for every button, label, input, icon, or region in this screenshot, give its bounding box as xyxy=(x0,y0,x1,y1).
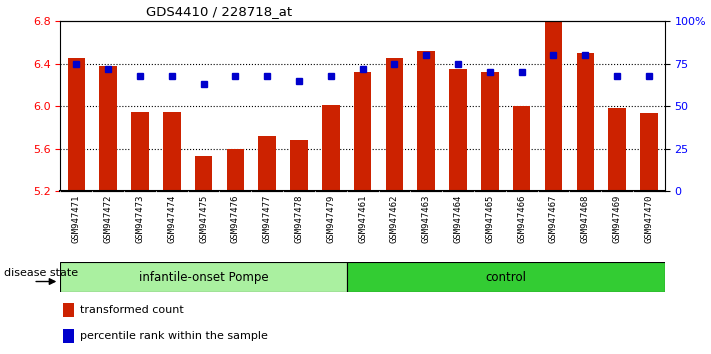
Text: GSM947472: GSM947472 xyxy=(104,195,112,243)
Bar xyxy=(195,156,213,191)
Text: GSM947470: GSM947470 xyxy=(644,195,653,243)
Bar xyxy=(290,140,308,191)
Text: GSM947479: GSM947479 xyxy=(326,195,336,243)
Text: GDS4410 / 228718_at: GDS4410 / 228718_at xyxy=(146,5,292,18)
Bar xyxy=(417,51,435,191)
Text: GSM947466: GSM947466 xyxy=(517,195,526,243)
Bar xyxy=(545,21,562,191)
Bar xyxy=(322,105,340,191)
Bar xyxy=(640,113,658,191)
Text: GSM947462: GSM947462 xyxy=(390,195,399,243)
Text: transformed count: transformed count xyxy=(80,305,183,315)
Text: GSM947474: GSM947474 xyxy=(167,195,176,243)
Bar xyxy=(354,72,371,191)
Text: GSM947468: GSM947468 xyxy=(581,195,589,243)
Bar xyxy=(347,262,665,292)
Text: infantile-onset Pompe: infantile-onset Pompe xyxy=(139,270,268,284)
Text: GSM947469: GSM947469 xyxy=(613,195,621,243)
Bar xyxy=(63,303,75,317)
Bar xyxy=(513,106,530,191)
Text: GSM947467: GSM947467 xyxy=(549,195,558,243)
Bar xyxy=(449,69,467,191)
Bar xyxy=(385,58,403,191)
Text: GSM947465: GSM947465 xyxy=(486,195,494,243)
Text: disease state: disease state xyxy=(4,268,77,279)
Bar xyxy=(68,58,85,191)
Bar xyxy=(60,262,347,292)
Bar xyxy=(258,136,276,191)
Text: GSM947471: GSM947471 xyxy=(72,195,81,243)
Bar xyxy=(609,108,626,191)
Text: GSM947473: GSM947473 xyxy=(136,195,144,243)
Text: GSM947477: GSM947477 xyxy=(262,195,272,243)
Bar xyxy=(163,112,181,191)
Bar xyxy=(577,53,594,191)
Bar xyxy=(227,149,244,191)
Text: GSM947461: GSM947461 xyxy=(358,195,367,243)
Bar xyxy=(132,112,149,191)
Text: control: control xyxy=(485,270,526,284)
Bar xyxy=(481,72,498,191)
Text: GSM947464: GSM947464 xyxy=(454,195,463,243)
Text: percentile rank within the sample: percentile rank within the sample xyxy=(80,331,267,341)
Bar xyxy=(100,66,117,191)
Text: GSM947478: GSM947478 xyxy=(294,195,304,243)
Bar xyxy=(63,329,75,343)
Text: GSM947476: GSM947476 xyxy=(231,195,240,243)
Text: GSM947475: GSM947475 xyxy=(199,195,208,243)
Text: GSM947463: GSM947463 xyxy=(422,195,431,243)
